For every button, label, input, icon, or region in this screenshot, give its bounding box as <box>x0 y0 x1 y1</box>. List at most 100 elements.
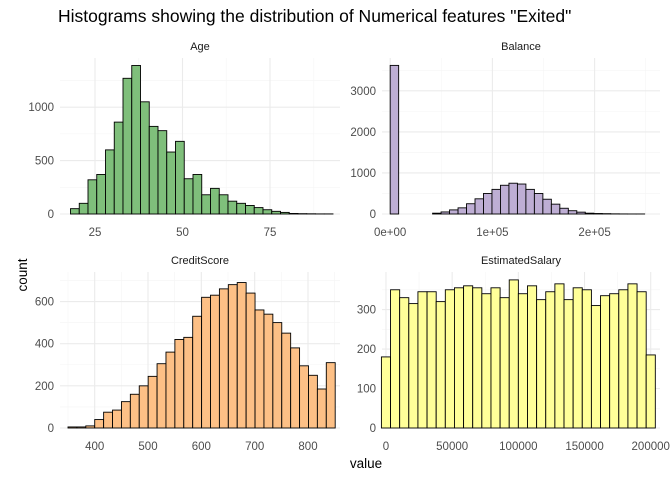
histogram-bar <box>262 209 273 215</box>
x-tick-label: 25 <box>89 227 102 239</box>
histogram-bar <box>245 292 256 429</box>
histogram-bar <box>444 289 455 429</box>
histogram-bar <box>525 188 535 215</box>
histogram-bar <box>516 183 527 215</box>
histogram-bar <box>567 210 578 215</box>
y-tick-label: 300 <box>357 305 376 317</box>
y-tick-label: 200 <box>35 381 54 393</box>
x-tick-label: 50 <box>176 227 189 239</box>
histogram-bar <box>183 178 194 215</box>
histogram-bar <box>140 101 150 215</box>
histogram-bar <box>253 207 264 215</box>
histogram-bar <box>201 194 211 215</box>
y-tick-label: 500 <box>35 156 54 168</box>
histogram-bar <box>129 393 140 429</box>
panel-estimatedsalary: EstimatedSalary 0 50000 100000 150000 200000 0… <box>357 255 670 453</box>
histogram-bar <box>288 213 299 215</box>
histogram-bar <box>105 149 115 215</box>
histogram-bar <box>449 209 459 215</box>
x-tick-label: 0e+00 <box>374 227 406 239</box>
histogram-bar <box>263 313 274 429</box>
histogram-bar <box>148 125 159 215</box>
y-tick-label: 3000 <box>350 86 376 98</box>
histogram-bar <box>96 174 106 215</box>
histogram-bar <box>325 362 336 429</box>
histogram-bar <box>517 293 528 429</box>
histogram-bar <box>618 289 629 429</box>
histogram-bar <box>609 293 620 429</box>
histogram-bar <box>453 287 465 429</box>
histogram-bar <box>122 77 133 215</box>
histogram-bar <box>210 294 220 429</box>
histogram-bar <box>508 279 519 429</box>
histogram-bar <box>536 299 547 429</box>
histogram-bar <box>627 283 638 429</box>
histogram-bar <box>435 301 446 429</box>
histogram-bar <box>183 336 194 429</box>
y-tick-label: 0 <box>48 209 54 221</box>
histogram-bar <box>113 121 124 215</box>
histogram-bar <box>290 347 301 429</box>
facet-label: CreditScore <box>171 255 229 267</box>
histogram-bar <box>70 208 80 215</box>
histogram-bar <box>457 207 467 215</box>
y-tick-label: 1000 <box>28 102 54 114</box>
histogram-bar <box>157 130 168 215</box>
histogram-bar <box>581 289 592 429</box>
histogram-bar <box>572 287 583 429</box>
histogram-bar <box>85 425 96 429</box>
y-tick-label: 100 <box>357 384 376 396</box>
x-tick-label: 600 <box>192 441 211 453</box>
histogram-bar <box>426 291 437 429</box>
x-tick-label: 50000 <box>436 441 468 453</box>
facet-label: Age <box>190 41 210 53</box>
histogram-bar <box>500 184 510 215</box>
facet-label: EstimatedSalary <box>481 255 562 267</box>
panel-balance: Balance 0e+00 1e+05 2e+05 0 1000 2000 3000 <box>350 41 660 239</box>
y-tick-label: 0 <box>370 423 376 435</box>
y-axis-label: count <box>15 258 30 292</box>
histogram-bar <box>576 211 586 215</box>
histogram-bar <box>533 193 544 215</box>
y-tick-label: 200 <box>357 344 376 356</box>
x-tick-label: 75 <box>264 227 277 239</box>
histogram-bar <box>272 322 283 429</box>
histogram-bar <box>281 332 292 429</box>
histogram-bar <box>491 188 501 215</box>
histogram-bar <box>380 356 391 429</box>
x-tick-label: 200000 <box>632 441 670 453</box>
histogram-bar <box>645 354 656 429</box>
chart-title: Histograms showing the distribution of N… <box>58 6 572 26</box>
x-tick-label: 150000 <box>565 441 603 453</box>
histogram-bar <box>545 291 556 429</box>
histogram-bar <box>600 295 611 429</box>
histogram-bar <box>542 198 552 215</box>
histogram-bar <box>210 187 220 215</box>
histogram-bar <box>271 210 281 215</box>
histogram-bar <box>227 200 238 215</box>
histogram-bar <box>76 426 87 429</box>
histogram-bar <box>227 284 238 429</box>
histogram-bar <box>527 285 538 429</box>
histogram-bar <box>417 291 428 429</box>
histogram-bar <box>218 288 229 429</box>
histogram-bar <box>166 151 176 215</box>
histogram-bar <box>67 426 78 429</box>
histogram-bar <box>490 287 501 429</box>
panel-age: Age 25 50 75 0 500 1000 <box>28 41 340 239</box>
x-tick-label: 0 <box>383 441 389 453</box>
histogram-bar <box>408 303 419 429</box>
histogram-bar <box>254 309 265 429</box>
histogram-bar <box>94 419 105 429</box>
histogram-bar <box>280 211 290 215</box>
y-tick-label: 1000 <box>350 168 376 180</box>
y-tick-label: 2000 <box>350 127 376 139</box>
y-tick-label: 600 <box>35 297 54 309</box>
histogram-bar <box>120 401 131 429</box>
histogram-bar <box>192 315 203 429</box>
histogram-bar <box>218 194 229 215</box>
x-tick-label: 500 <box>138 441 157 453</box>
histogram-bar <box>432 212 442 215</box>
histogram-bar <box>472 287 483 429</box>
